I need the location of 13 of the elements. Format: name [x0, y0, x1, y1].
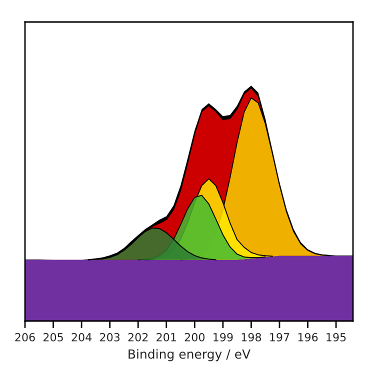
x-tick-label: 204 — [72, 333, 92, 342]
x-tick-label: 196 — [298, 333, 318, 342]
x-tick-label: 197 — [270, 333, 290, 342]
x-tick-label: 199 — [214, 333, 233, 342]
x-tick-label: 201 — [156, 333, 176, 342]
x-tick-label: 198 — [242, 333, 262, 342]
x-tick-label: 195 — [326, 333, 346, 342]
x-tick-label: 203 — [100, 333, 120, 342]
x-axis-title: Binding energy / eV — [128, 349, 250, 362]
x-tick-label: 200 — [184, 333, 205, 342]
x-tick-label: 206 — [15, 333, 35, 342]
x-tick-label: 205 — [43, 333, 63, 342]
x-tick-label: 202 — [128, 333, 148, 342]
